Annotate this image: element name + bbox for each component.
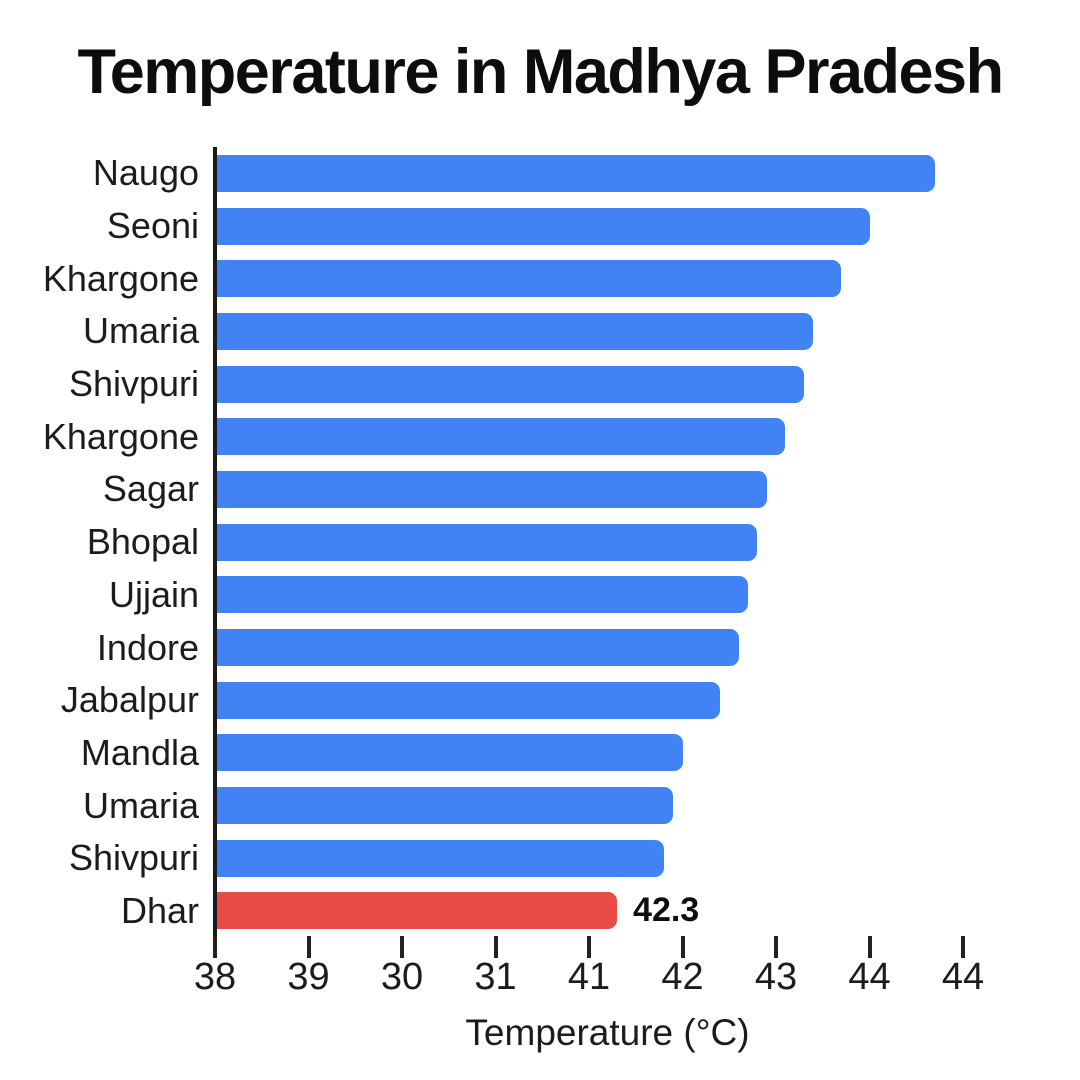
x-axis-tick bbox=[306, 936, 311, 958]
x-axis-tick bbox=[213, 936, 217, 958]
x-axis-tick bbox=[587, 936, 591, 958]
bar-row: Umaria bbox=[0, 779, 1080, 832]
bar-row: Shivpuri bbox=[0, 358, 1080, 411]
bar-row: Khargone bbox=[0, 252, 1080, 305]
category-label: Shivpuri bbox=[68, 363, 199, 405]
chart-title: Temperature in Madhya Pradesh bbox=[77, 37, 1004, 107]
category-label: Sagar bbox=[102, 468, 199, 510]
x-axis-tick bbox=[774, 936, 778, 958]
bar bbox=[215, 365, 805, 403]
x-axis-tick bbox=[680, 936, 685, 958]
category-label: Shivpuri bbox=[68, 837, 199, 879]
bar bbox=[215, 839, 664, 877]
bar-row: Naugo bbox=[0, 147, 1080, 200]
bar bbox=[215, 418, 786, 456]
category-label: Naugo bbox=[92, 152, 199, 194]
bar-value-annotation: 42.3 bbox=[633, 891, 700, 930]
bar-row: Khargone bbox=[0, 410, 1080, 463]
x-axis-tick-label: 42 bbox=[661, 956, 704, 998]
x-axis-tick-label: 44 bbox=[941, 956, 985, 998]
x-axis-tick-label: 43 bbox=[754, 956, 798, 998]
category-label: Seoni bbox=[106, 205, 199, 247]
y-axis-line bbox=[213, 147, 217, 958]
bar bbox=[215, 154, 935, 192]
x-axis-tick-label: 41 bbox=[567, 956, 611, 998]
bar-row: Umaria bbox=[0, 305, 1080, 358]
x-axis-tick bbox=[493, 936, 498, 958]
category-label: Indore bbox=[96, 626, 199, 668]
x-axis-tick bbox=[400, 936, 404, 958]
category-label: Ujjain bbox=[108, 573, 199, 615]
highlight-bar bbox=[215, 892, 618, 930]
bar bbox=[215, 523, 758, 561]
x-axis-tick bbox=[961, 936, 965, 958]
x-axis-tick bbox=[867, 936, 872, 958]
bar bbox=[215, 470, 767, 508]
bar-row: Ujjain bbox=[0, 569, 1080, 622]
x-axis-title: Temperature (°C) bbox=[465, 1012, 750, 1053]
category-label: Bhopal bbox=[86, 521, 199, 563]
bar bbox=[215, 734, 683, 772]
category-label: Umaria bbox=[82, 784, 199, 826]
x-axis-tick-label: 44 bbox=[848, 956, 891, 998]
category-label: Dhar bbox=[120, 889, 199, 931]
x-axis-tick-label: 31 bbox=[474, 956, 517, 998]
bar bbox=[215, 629, 739, 667]
bar-row: Sagar bbox=[0, 463, 1080, 516]
category-label: Jabalpur bbox=[60, 679, 199, 721]
x-axis-tick-label: 39 bbox=[287, 956, 330, 998]
bar-row: Seoni bbox=[0, 200, 1080, 253]
bar-row: Dhar 42.3 bbox=[0, 885, 1080, 938]
x-axis-tick-label: 30 bbox=[380, 956, 424, 998]
bar bbox=[215, 207, 870, 245]
bar bbox=[215, 576, 748, 614]
bar bbox=[215, 681, 720, 719]
plot-area: Naugo Seoni Khargone Umaria Shivpuri Khargone… bbox=[0, 147, 1080, 937]
bar bbox=[215, 260, 842, 298]
bar-row: Indore bbox=[0, 621, 1080, 674]
category-label: Umaria bbox=[82, 310, 199, 352]
x-axis-tick-label: 38 bbox=[193, 956, 237, 998]
bar-row: Bhopal bbox=[0, 516, 1080, 569]
bar-row: Mandla bbox=[0, 727, 1080, 780]
bar-row: Jabalpur bbox=[0, 674, 1080, 727]
bar bbox=[215, 312, 814, 350]
category-label: Mandla bbox=[80, 731, 199, 773]
bar bbox=[215, 787, 674, 825]
category-label: Khargone bbox=[42, 257, 199, 299]
bar-row: Shivpuri bbox=[0, 832, 1080, 885]
category-label: Khargone bbox=[42, 415, 199, 457]
